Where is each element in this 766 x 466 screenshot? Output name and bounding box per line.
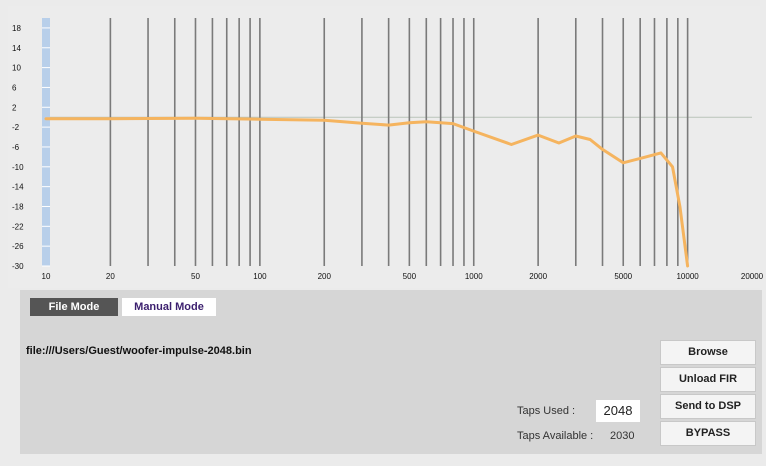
button[interactable]: Send to DSP bbox=[660, 394, 756, 419]
y-tick-label: -2 bbox=[12, 123, 20, 132]
x-tick-label: 50 bbox=[191, 272, 200, 281]
taps-available-label: Taps Available : bbox=[517, 430, 594, 442]
y-tick-label: -14 bbox=[12, 183, 24, 192]
y-tick-label: 2 bbox=[12, 103, 17, 112]
y-tick-label: -22 bbox=[12, 222, 24, 231]
x-tick-label: 500 bbox=[403, 272, 417, 281]
x-tick-label: 10 bbox=[42, 272, 51, 281]
left-band bbox=[42, 18, 50, 266]
chart-background bbox=[8, 6, 760, 288]
y-tick-label: -26 bbox=[12, 242, 24, 251]
taps-used-label: Taps Used : bbox=[517, 405, 576, 417]
x-tick-label: 20 bbox=[106, 272, 115, 281]
tab[interactable]: File Mode bbox=[30, 298, 118, 316]
y-tick-label: 18 bbox=[12, 24, 21, 33]
x-tick-label: 1000 bbox=[465, 272, 483, 281]
button[interactable]: Unload FIR bbox=[660, 367, 756, 392]
y-tick-label: -18 bbox=[12, 202, 24, 211]
x-tick-label: 2000 bbox=[529, 272, 547, 281]
file-path: file:///Users/Guest/woofer-impulse-2048.… bbox=[26, 345, 252, 357]
x-tick-label: 100 bbox=[253, 272, 267, 281]
x-tick-label: 200 bbox=[318, 272, 332, 281]
y-tick-label: 14 bbox=[12, 44, 21, 53]
button[interactable]: Browse bbox=[660, 340, 756, 365]
response-curve bbox=[44, 116, 690, 268]
y-tick-label: 10 bbox=[12, 64, 21, 73]
taps-used-input[interactable]: 2048 bbox=[596, 400, 640, 422]
y-tick-label: -10 bbox=[12, 163, 24, 172]
y-tick-label: 6 bbox=[12, 83, 17, 92]
button[interactable]: BYPASS bbox=[660, 421, 756, 446]
control-panel: File Mode Manual Mode file:///Users/Gues… bbox=[20, 290, 762, 454]
taps-available: 2030 bbox=[610, 430, 635, 442]
y-tick-label: -30 bbox=[12, 262, 24, 271]
x-tick-label: 20000 bbox=[741, 272, 764, 281]
tab[interactable]: Manual Mode bbox=[122, 298, 216, 316]
x-tick-label: 10000 bbox=[676, 272, 699, 281]
y-tick-label: -6 bbox=[12, 143, 20, 152]
chart: 18 14 10 6 2 -2 -6 -10 -14 -18 -22 -26 -30 10 20 50 100 2… bbox=[8, 6, 764, 288]
x-tick-label: 5000 bbox=[614, 272, 632, 281]
